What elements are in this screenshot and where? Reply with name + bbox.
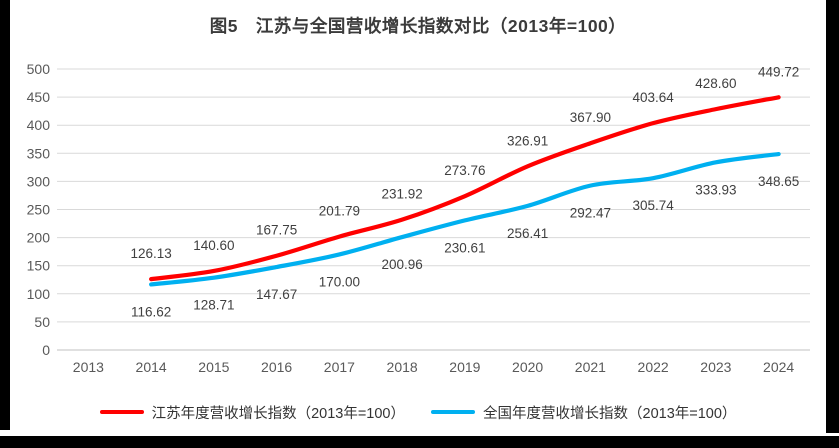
- black-border-left: [0, 0, 10, 430]
- x-tick-label: 2020: [512, 359, 543, 375]
- data-label: 167.75: [256, 223, 297, 238]
- x-tick-label: 2021: [575, 359, 606, 375]
- y-tick-label: 400: [27, 117, 51, 133]
- data-label: 326.91: [507, 133, 548, 148]
- y-tick-label: 450: [27, 89, 51, 105]
- x-tick-label: 2015: [198, 359, 229, 375]
- y-tick-label: 50: [34, 314, 50, 330]
- data-label: 273.76: [444, 163, 485, 178]
- series-line-1: [149, 151, 781, 287]
- x-tick-label: 2024: [763, 359, 794, 375]
- legend-item-jiangsu: 江苏年度营收增长指数（2013年=100）: [99, 402, 405, 423]
- data-labels-0: 126.13 140.60 167.75 201.79 231.92 273.76 326.…: [130, 64, 799, 261]
- x-tick-label: 2019: [449, 359, 480, 375]
- y-tick-label: 300: [27, 173, 51, 189]
- chart-legend: 江苏年度营收增长指数（2013年=100） 全国年度营收增长指数（2013年=1…: [10, 400, 826, 424]
- data-label: 231.92: [381, 187, 422, 202]
- data-label: 403.64: [632, 90, 674, 105]
- y-tick-label: 200: [27, 230, 51, 246]
- data-label: 333.93: [695, 182, 736, 197]
- data-label: 449.72: [758, 64, 799, 79]
- y-tick-label: 150: [27, 258, 51, 274]
- x-tick-label: 2014: [136, 359, 167, 375]
- chart-title: 图5 江苏与全国营收增长指数对比（2013年=100）: [209, 16, 627, 36]
- data-label: 305.74: [632, 198, 674, 213]
- data-label: 147.67: [256, 287, 297, 302]
- data-labels-1: 116.62 128.71 147.67 170.00 200.96 230.61 256.…: [131, 174, 799, 319]
- legend-line-swatch-jiangsu: [99, 409, 144, 415]
- legend-label-national: 全国年度营收增长指数（2013年=100）: [483, 405, 737, 422]
- data-label: 292.47: [570, 206, 611, 221]
- x-axis-tick-labels: 2013 2014 2015 2016 2017 2018 2019 2020 2021 2022…: [73, 359, 795, 375]
- data-label: 348.65: [758, 174, 799, 189]
- data-label: 230.61: [444, 240, 485, 255]
- data-label: 170.00: [319, 274, 360, 289]
- y-tick-label: 500: [27, 61, 51, 77]
- y-tick-label: 250: [27, 202, 51, 218]
- x-tick-label: 2022: [638, 359, 669, 375]
- data-label: 367.90: [570, 110, 611, 125]
- legend-item-national: 全国年度营收增长指数（2013年=100）: [431, 402, 736, 423]
- data-label: 200.96: [381, 257, 422, 272]
- legend-line-swatch-national: [431, 409, 475, 415]
- data-label: 256.41: [507, 226, 548, 241]
- data-label: 140.60: [193, 238, 234, 253]
- y-tick-label: 350: [27, 145, 51, 161]
- legend-label-jiangsu: 江苏年度营收增长指数（2013年=100）: [151, 405, 405, 422]
- black-border-bottom: [0, 436, 839, 448]
- y-axis-tick-labels: 0 50 100 150 200 250 300 350 400 450 500: [27, 61, 51, 358]
- series-line-0: [149, 95, 781, 282]
- data-label: 128.71: [193, 298, 234, 313]
- data-label: 201.79: [319, 204, 360, 219]
- data-label: 428.60: [695, 76, 736, 91]
- data-label: 116.62: [131, 304, 171, 319]
- x-tick-label: 2013: [73, 359, 104, 375]
- x-tick-label: 2018: [387, 359, 418, 375]
- x-tick-label: 2017: [324, 359, 355, 375]
- data-label: 126.13: [130, 246, 171, 261]
- black-border-right: [826, 0, 839, 433]
- x-tick-label: 2016: [261, 359, 292, 375]
- x-tick-label: 2023: [700, 359, 731, 375]
- y-tick-label: 0: [42, 342, 50, 358]
- y-tick-label: 100: [27, 286, 51, 302]
